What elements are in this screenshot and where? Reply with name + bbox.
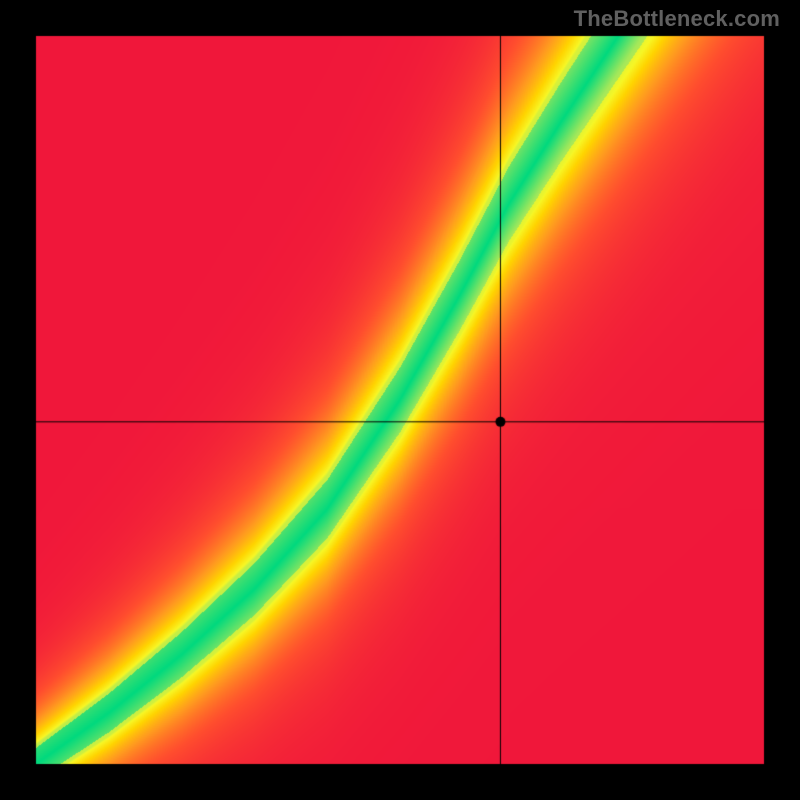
bottleneck-heatmap: [0, 0, 800, 800]
watermark-text: TheBottleneck.com: [574, 6, 780, 32]
